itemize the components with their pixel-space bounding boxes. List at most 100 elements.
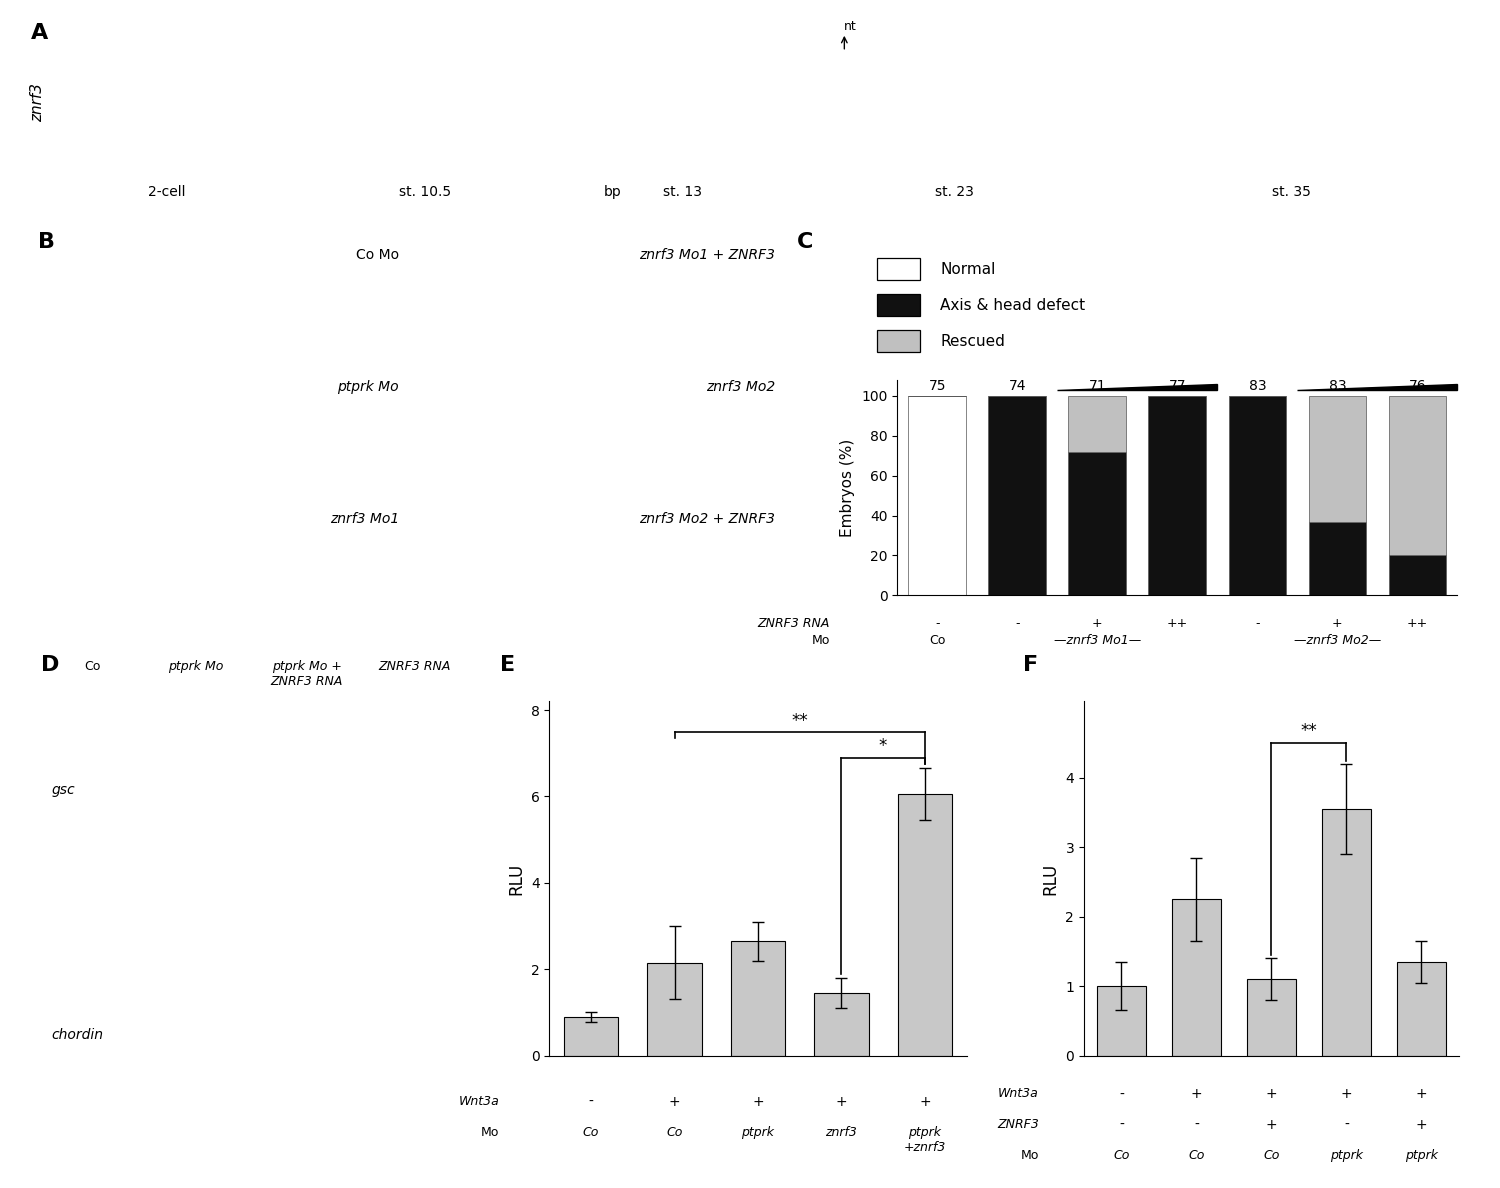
Text: Co: Co [1113, 1150, 1130, 1162]
Text: Co: Co [928, 634, 945, 647]
Bar [1228, 396, 1286, 595]
Text: -: - [1119, 1087, 1124, 1101]
Text: Co: Co [584, 1126, 600, 1139]
Text: -: - [588, 1094, 594, 1108]
Text: st. 35: st. 35 [1272, 184, 1311, 198]
Bar [1308, 396, 1366, 522]
Text: +: + [1191, 1087, 1202, 1101]
Text: **: ** [792, 712, 808, 729]
Polygon shape [1298, 384, 1458, 390]
Text: —znrf3 Mo1—: —znrf3 Mo1— [1053, 634, 1142, 647]
Text: Wnt3a: Wnt3a [998, 1087, 1039, 1100]
Text: st. 10.5: st. 10.5 [399, 184, 450, 198]
Text: A: A [30, 24, 48, 44]
Bar [648, 962, 702, 1056]
Text: *: * [879, 738, 888, 756]
Text: —znrf3 Mo2—: —znrf3 Mo2— [1294, 634, 1382, 647]
Text: Normal: Normal [940, 261, 996, 277]
Text: Co: Co [666, 1126, 682, 1139]
Text: -: - [1119, 1118, 1124, 1132]
Polygon shape [1058, 384, 1218, 390]
Bar [1396, 962, 1446, 1056]
Text: st. 13: st. 13 [663, 184, 702, 198]
Text: F: F [1023, 655, 1038, 675]
Bar [1308, 522, 1366, 595]
Text: nt: nt [844, 20, 856, 33]
Y-axis label: RLU: RLU [1042, 862, 1060, 895]
Text: st. 23: st. 23 [934, 184, 974, 198]
Text: ptprk: ptprk [1330, 1150, 1364, 1162]
Text: 2-cell: 2-cell [148, 184, 186, 198]
Bar [1068, 451, 1126, 595]
Text: +: + [920, 1094, 930, 1108]
Text: +: + [1266, 1087, 1276, 1101]
Bar [897, 795, 952, 1056]
Text: Co: Co [1263, 1150, 1280, 1162]
Text: Mo: Mo [482, 1126, 500, 1139]
Text: ZNRF3: ZNRF3 [998, 1118, 1039, 1131]
Bar [1246, 979, 1296, 1056]
Text: E: E [500, 655, 514, 675]
Text: +: + [1416, 1118, 1426, 1132]
Bar [1322, 809, 1371, 1056]
Text: Mo: Mo [812, 634, 830, 647]
Text: ptprk Mo: ptprk Mo [338, 380, 399, 394]
Text: znrf3 Mo2: znrf3 Mo2 [705, 380, 776, 394]
Bar [878, 330, 921, 352]
Text: D: D [40, 655, 60, 675]
Text: znrf3: znrf3 [825, 1126, 858, 1139]
Text: 76: 76 [1408, 379, 1426, 393]
Text: Co Mo: Co Mo [356, 248, 399, 263]
Text: B: B [38, 233, 54, 252]
Text: +: + [1341, 1087, 1352, 1101]
Text: ++: ++ [1407, 617, 1428, 630]
Text: ptprk Mo: ptprk Mo [168, 659, 224, 672]
Text: ZNRF3 RNA: ZNRF3 RNA [378, 659, 450, 672]
Text: +: + [1416, 1087, 1426, 1101]
Text: gsc: gsc [51, 783, 75, 797]
Y-axis label: RLU: RLU [507, 862, 525, 895]
Bar [878, 258, 921, 280]
Bar [1068, 396, 1126, 451]
Text: znrf3: znrf3 [30, 83, 45, 122]
Bar [1389, 396, 1446, 556]
Text: ptprk
+znrf3: ptprk +znrf3 [903, 1126, 946, 1155]
Bar [1389, 556, 1446, 595]
Text: Axis & head defect: Axis & head defect [940, 298, 1086, 312]
Bar [564, 1017, 618, 1056]
Text: -: - [1194, 1118, 1198, 1132]
Text: -: - [1256, 617, 1260, 630]
Text: +: + [836, 1094, 848, 1108]
Text: +: + [752, 1094, 764, 1108]
Text: -: - [1016, 617, 1020, 630]
Text: +: + [669, 1094, 681, 1108]
Text: ++: ++ [1167, 617, 1188, 630]
Bar [1096, 986, 1146, 1056]
Text: 77: 77 [1168, 379, 1186, 393]
Text: +: + [1332, 617, 1342, 630]
Text: ptprk: ptprk [741, 1126, 774, 1139]
Text: ZNRF3 RNA: ZNRF3 RNA [758, 617, 830, 630]
Text: chordin: chordin [51, 1028, 104, 1042]
Text: +: + [1092, 617, 1102, 630]
Text: Mo: Mo [1020, 1150, 1040, 1162]
Text: znrf3 Mo2 + ZNRF3: znrf3 Mo2 + ZNRF3 [639, 512, 776, 525]
Text: Wnt3a: Wnt3a [459, 1094, 500, 1107]
Text: ptprk: ptprk [1406, 1150, 1438, 1162]
Bar [878, 295, 921, 316]
Text: Rescued: Rescued [940, 334, 1005, 349]
Text: znrf3 Mo1: znrf3 Mo1 [330, 512, 399, 525]
Text: 75: 75 [928, 379, 946, 393]
Text: +: + [1266, 1118, 1276, 1132]
Text: 71: 71 [1089, 379, 1106, 393]
Text: C: C [796, 233, 813, 252]
Text: -: - [1344, 1118, 1348, 1132]
Text: ptprk Mo +
ZNRF3 RNA: ptprk Mo + ZNRF3 RNA [270, 659, 344, 688]
Text: 83: 83 [1248, 379, 1266, 393]
Text: bp: bp [603, 184, 621, 198]
Text: -: - [934, 617, 939, 630]
Text: Co: Co [1188, 1150, 1204, 1162]
Bar [1149, 396, 1206, 595]
Bar [988, 396, 1046, 595]
Bar [1172, 899, 1221, 1056]
